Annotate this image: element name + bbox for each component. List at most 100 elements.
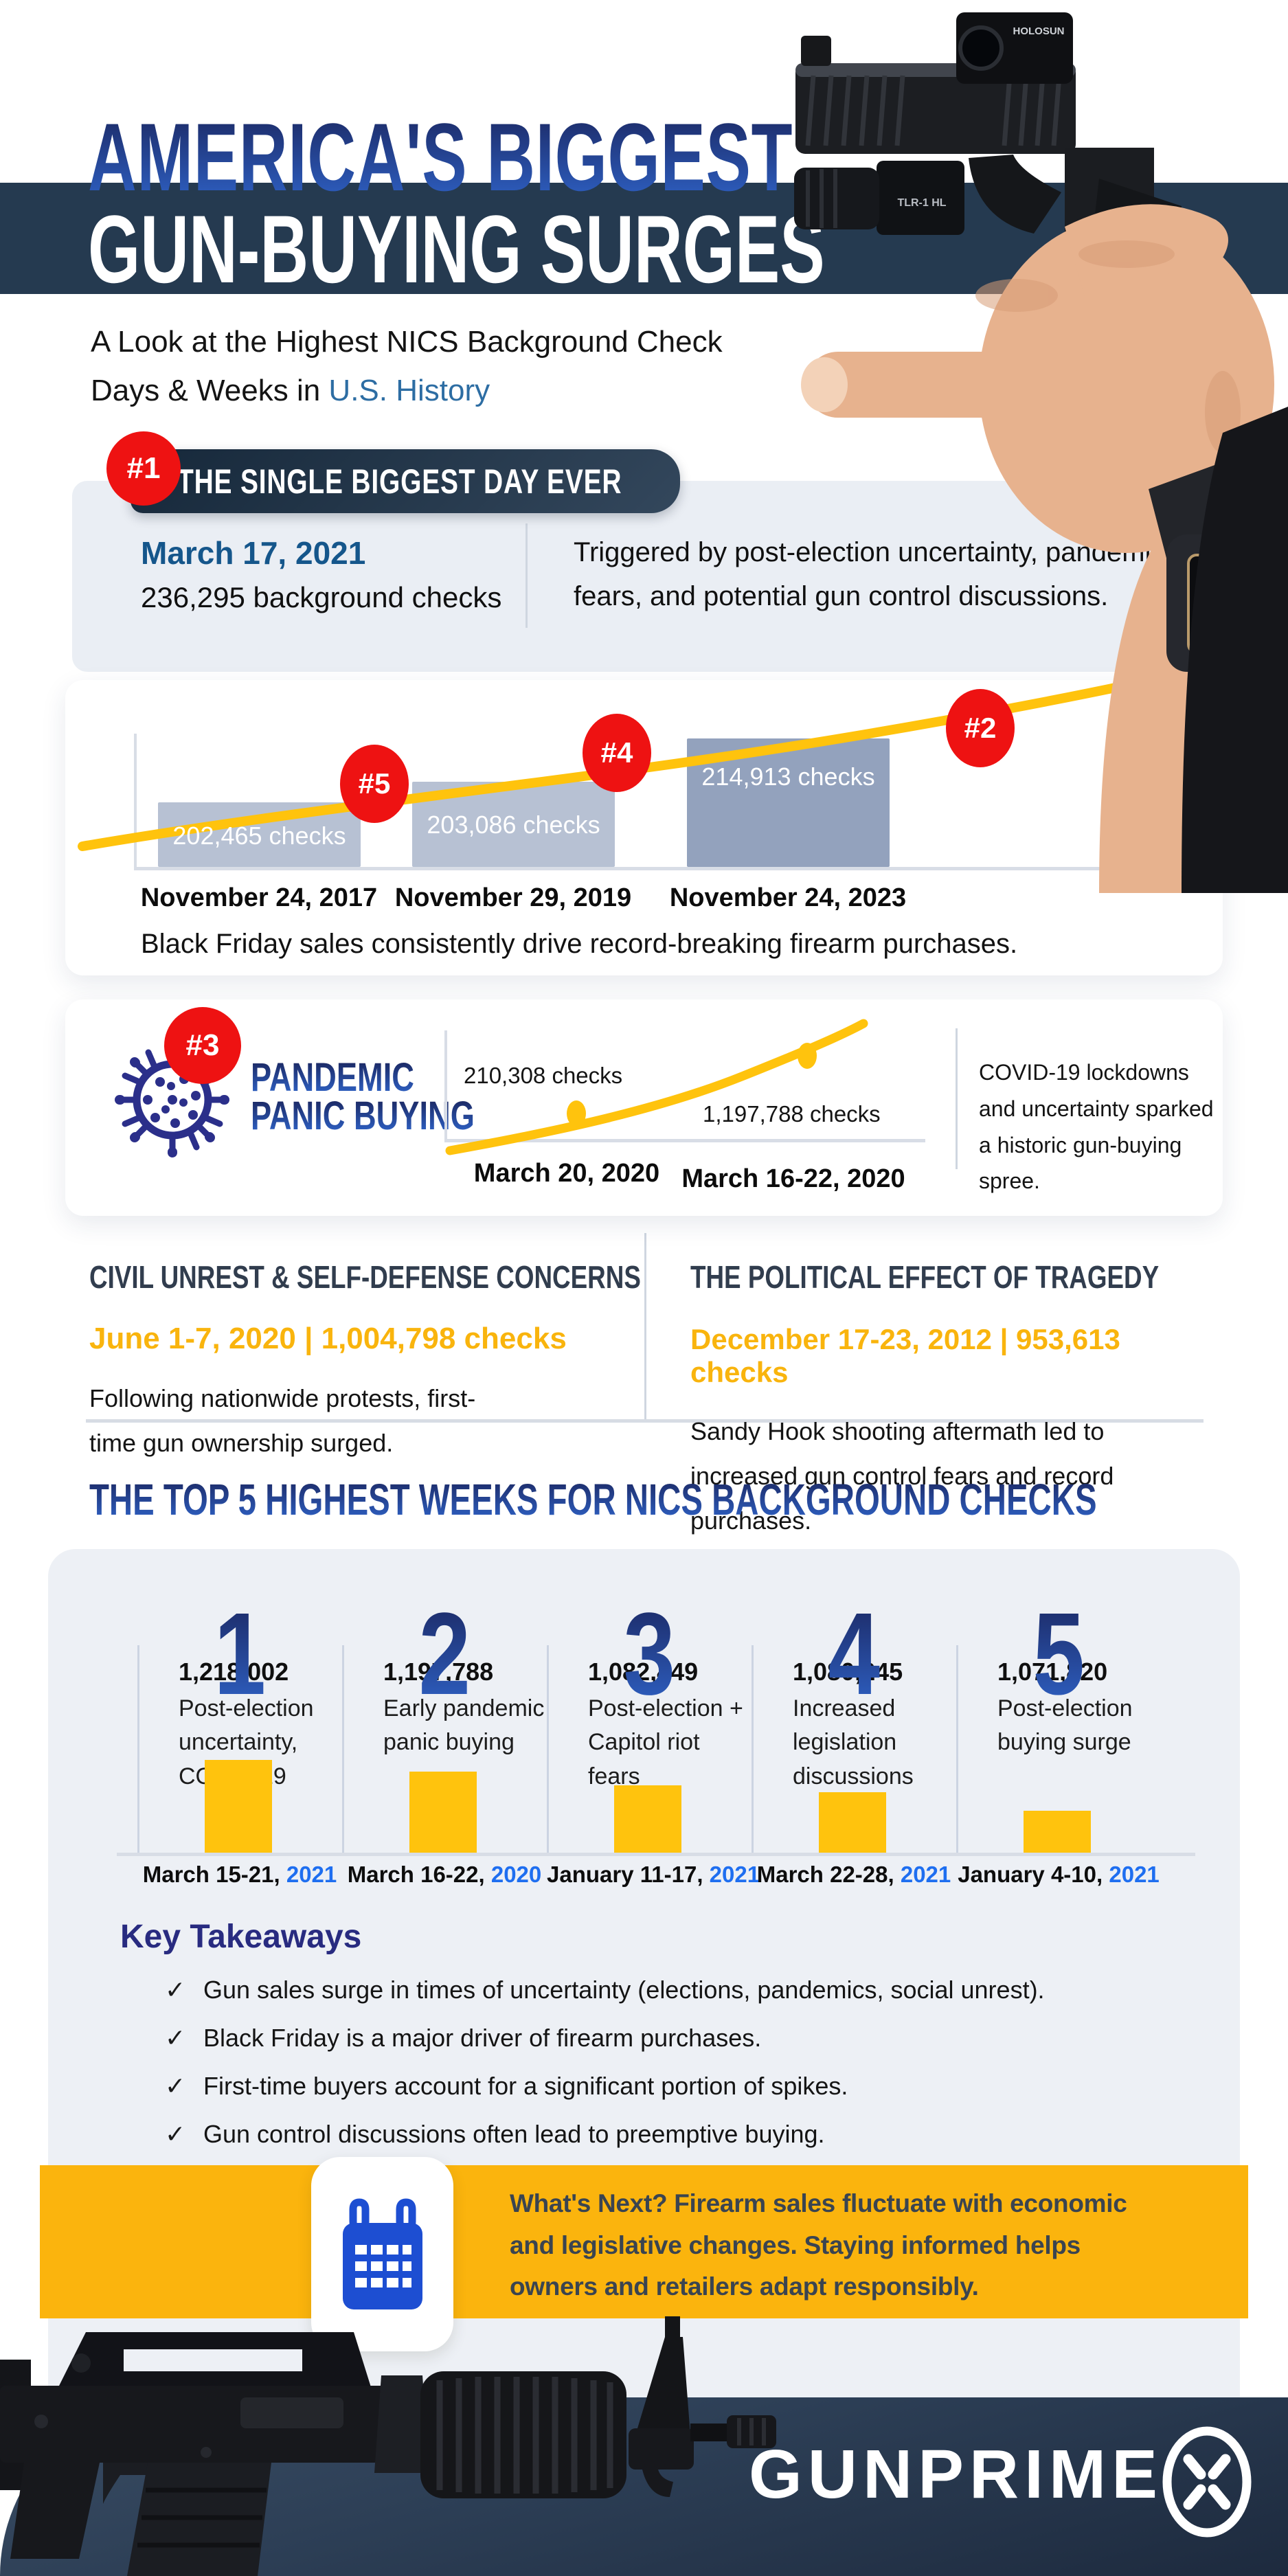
bf-bar-date: November 24, 2023 bbox=[669, 883, 907, 912]
top5-value: 1,080,245 bbox=[793, 1658, 903, 1686]
event-description: Sandy Hook shooting aftermath led to inc… bbox=[690, 1417, 1114, 1535]
events-bottom-rule bbox=[86, 1419, 1204, 1423]
rank-badge-3-label: #3 bbox=[185, 1028, 220, 1062]
top5-col-divider bbox=[342, 1645, 344, 1853]
rifle-illustration bbox=[0, 2316, 776, 2576]
top5-value: 1,197,788 bbox=[383, 1658, 493, 1686]
single-day-date: March 17, 2021 bbox=[141, 535, 366, 571]
subtitle-highlight: U.S. History bbox=[328, 374, 490, 408]
pd-y-axis bbox=[444, 1030, 447, 1142]
event-stat: December 17-23, 2012 | 953,613 checks bbox=[690, 1323, 1120, 1388]
top5-description: Post-election buying surge bbox=[997, 1695, 1133, 1756]
single-day-value: 236,295 background checks bbox=[141, 581, 502, 613]
brand-wordmark: GUNPRIME bbox=[749, 2436, 1163, 2513]
check-icon: ✓ bbox=[165, 1976, 186, 2004]
rank-badge-4-label: #4 bbox=[600, 736, 633, 769]
top5-col-divider bbox=[137, 1645, 139, 1853]
pandemic-title-line1: PANDEMIC bbox=[251, 1055, 414, 1100]
top5-date: March 16-22, 2020 bbox=[347, 1862, 542, 1887]
top5-baseline bbox=[117, 1853, 1195, 1856]
check-icon: ✓ bbox=[165, 2072, 186, 2100]
subtitle-text: A Look at the Highest NICS Background Ch… bbox=[91, 325, 723, 408]
top5-rank-number: 3 bbox=[547, 1587, 752, 1721]
event-civil-unrest: CIVIL UNREST & SELF-DEFENSE CONCERNS Jun… bbox=[89, 1258, 641, 1466]
rank-badge-2: #2 bbox=[946, 689, 1015, 767]
calendar-icon bbox=[342, 2197, 422, 2309]
crosshair-logo-icon bbox=[1162, 2426, 1252, 2538]
single-day-description: Triggered by post-election uncertainty, … bbox=[574, 537, 1165, 611]
takeaway-item: ✓ Gun sales surge in times of uncertainty… bbox=[165, 1976, 1045, 2004]
top5-description: Post-election + Capitol riot fears bbox=[588, 1695, 743, 1789]
rank-badge-1: #1 bbox=[106, 431, 181, 506]
top5-rank-number: 1 bbox=[137, 1587, 342, 1721]
page-subtitle: A Look at the Highest NICS Background Ch… bbox=[91, 317, 764, 416]
bf-y-axis bbox=[134, 734, 137, 869]
takeaway-item: ✓ Black Friday is a major driver of firea… bbox=[165, 2024, 761, 2053]
bf-bar-label: 214,913 checks bbox=[701, 762, 875, 791]
rank-badge-5-label: #5 bbox=[358, 767, 391, 800]
top5-bar bbox=[614, 1785, 681, 1853]
top5-bar bbox=[409, 1772, 477, 1853]
takeaway-text: First-time buyers account for a signific… bbox=[203, 2072, 848, 2100]
single-day-header-pill: THE SINGLE BIGGEST DAY EVER bbox=[131, 449, 680, 513]
event-stat: June 1-7, 2020 | 1,004,798 checks bbox=[89, 1322, 567, 1355]
pd-x-axis bbox=[444, 1139, 925, 1142]
page-title-line1: AMERICA'S BIGGEST bbox=[88, 102, 1095, 213]
pd-x-label: March 20, 2020 bbox=[473, 1159, 660, 1188]
pd-point-label: 1,197,788 checks bbox=[703, 1101, 881, 1127]
top5-date: January 4-10, 2021 bbox=[958, 1862, 1160, 1887]
bf-caption: Black Friday sales consistently drive re… bbox=[141, 929, 1018, 959]
top5-bar bbox=[1024, 1811, 1091, 1853]
banner-text: What's Next? Firearm sales fluctuate wit… bbox=[510, 2189, 1127, 2301]
pd-trend-line bbox=[445, 1019, 868, 1155]
takeaway-text: Gun sales surge in times of uncertainty … bbox=[203, 1976, 1045, 2004]
pd-x-label: March 16-22, 2020 bbox=[681, 1164, 905, 1193]
top5-col-divider bbox=[547, 1645, 549, 1853]
events-divider bbox=[644, 1233, 646, 1421]
pandemic-card: #3 bbox=[65, 999, 1223, 1216]
check-icon: ✓ bbox=[165, 2024, 186, 2052]
event-header: CIVIL UNREST & SELF-DEFENSE CONCERNS bbox=[89, 1259, 641, 1295]
top5-heading: THE TOP 5 HIGHEST WEEKS FOR NICS BACKGRO… bbox=[89, 1475, 1097, 1524]
top5-bar bbox=[205, 1760, 272, 1853]
top5-date: March 22-28, 2021 bbox=[756, 1862, 951, 1887]
svg-text:HOLOSUN: HOLOSUN bbox=[1013, 25, 1065, 37]
pistol-photo-illustration: HOLOSUN TLR-1 HL bbox=[794, 12, 1288, 893]
top5-description: Increased legislation discussions bbox=[793, 1695, 914, 1789]
bf-trend-line bbox=[78, 680, 1162, 851]
bf-bar-date: November 24, 2017 bbox=[140, 883, 378, 912]
bf-bar-label: 203,086 checks bbox=[427, 811, 600, 839]
pd-point-label: 210,308 checks bbox=[464, 1063, 623, 1088]
pandemic-title-line2: PANIC BUYING bbox=[251, 1094, 475, 1138]
top5-rank-number: 2 bbox=[342, 1587, 547, 1721]
bf-x-axis bbox=[134, 867, 1164, 870]
top5-rank-number: 5 bbox=[956, 1587, 1161, 1721]
top5-bar bbox=[819, 1792, 886, 1853]
rank-badge-2-label: #2 bbox=[964, 712, 997, 744]
whats-next-banner bbox=[40, 2165, 1248, 2318]
takeaway-item: ✓ First-time buyers account for a signifi… bbox=[165, 2072, 848, 2101]
top5-description: Early pandemic panic buying bbox=[383, 1695, 545, 1756]
pandemic-description: COVID-19 lockdowns and uncertainty spark… bbox=[979, 1060, 1214, 1194]
rank-badge-5: #5 bbox=[340, 745, 409, 823]
top5-date: March 15-21, 2021 bbox=[142, 1862, 337, 1887]
bf-bar-date: November 29, 2019 bbox=[394, 883, 632, 912]
top5-col-divider bbox=[956, 1645, 958, 1853]
takeaways-heading: Key Takeaways bbox=[120, 1919, 362, 1955]
top5-value: 1,071,820 bbox=[997, 1658, 1107, 1686]
event-tragedy: THE POLITICAL EFFECT OF TRAGEDY December… bbox=[690, 1258, 1219, 1543]
black-friday-card: 202,465 checks 203,086 checks 214,913 ch… bbox=[65, 680, 1223, 975]
takeaway-text: Gun control discussions often lead to pr… bbox=[203, 2120, 825, 2148]
event-description: Following nationwide protests, first-tim… bbox=[89, 1384, 476, 1457]
single-day-divider bbox=[526, 523, 528, 628]
top5-value: 1,082,449 bbox=[588, 1658, 698, 1686]
check-icon: ✓ bbox=[165, 2120, 186, 2148]
rank-badge-4: #4 bbox=[583, 714, 651, 792]
bf-bar-label: 202,465 checks bbox=[172, 822, 346, 850]
event-header: THE POLITICAL EFFECT OF TRAGEDY bbox=[690, 1259, 1160, 1295]
calendar-icon-box bbox=[311, 2157, 453, 2351]
top5-date: January 11-17, 2021 bbox=[547, 1862, 760, 1887]
takeaway-text: Black Friday is a major driver of firear… bbox=[203, 2024, 762, 2052]
top5-rank-number: 4 bbox=[752, 1587, 956, 1721]
